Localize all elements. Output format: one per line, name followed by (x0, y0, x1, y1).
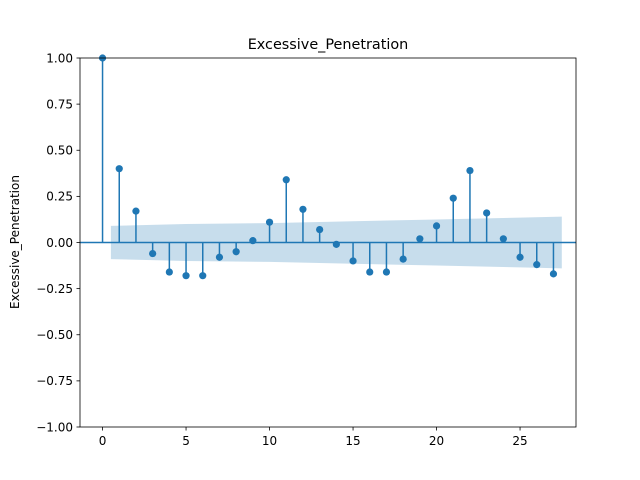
marker-lag-17 (382, 268, 391, 276)
y-axis-label: Excessive_Penetration (8, 175, 22, 309)
marker-lag-9 (249, 237, 257, 245)
marker-lag-8 (232, 248, 240, 256)
y-tick-label: 0.00 (46, 236, 73, 250)
marker-lag-23 (483, 209, 491, 217)
marker-lag-24 (499, 235, 507, 243)
x-tick-label: 25 (512, 434, 527, 448)
marker-lag-12 (299, 205, 307, 213)
marker-lag-6 (199, 272, 207, 280)
marker-lag-13 (316, 225, 324, 234)
markers-layer (98, 54, 558, 280)
marker-lag-7 (215, 253, 224, 261)
marker-lag-3 (149, 249, 157, 258)
marker-lag-2 (132, 207, 140, 215)
marker-lag-21 (449, 194, 457, 202)
marker-lag-1 (115, 165, 123, 173)
marker-lag-20 (432, 222, 441, 230)
x-tick-label: 5 (182, 434, 190, 448)
marker-lag-19 (416, 235, 424, 243)
marker-lag-10 (265, 218, 274, 226)
marker-lag-15 (349, 257, 357, 265)
y-tick-label: −1.00 (36, 420, 73, 434)
y-tick-label: 0.50 (46, 144, 73, 158)
marker-lag-11 (282, 176, 290, 184)
marker-lag-27 (549, 270, 558, 278)
y-tick-label: −0.75 (36, 374, 73, 388)
marker-lag-5 (182, 272, 190, 280)
y-ticks: −1.00 −0.75 −0.50 −0.25 0.00 0.25 0.50 0.75 1.00 (36, 51, 80, 434)
marker-lag-18 (399, 255, 407, 263)
y-tick-label: −0.50 (36, 328, 73, 342)
x-ticks: 0 5 10 15 20 25 (99, 427, 528, 448)
x-tick-label: 20 (429, 434, 444, 448)
chart-title: Excessive_Penetration (248, 37, 409, 53)
y-tick-label: 0.75 (46, 97, 73, 111)
marker-lag-16 (366, 268, 374, 276)
x-tick-label: 15 (345, 434, 360, 448)
marker-lag-14 (332, 240, 340, 248)
x-tick-label: 0 (99, 434, 107, 448)
marker-lag-26 (533, 261, 541, 269)
marker-lag-22 (466, 166, 474, 175)
y-tick-label: −0.25 (36, 282, 73, 296)
x-tick-label: 10 (262, 434, 277, 448)
y-tick-label: 0.25 (46, 190, 73, 204)
marker-lag-4 (165, 268, 173, 276)
y-tick-label: 1.00 (46, 51, 73, 65)
marker-lag-25 (516, 253, 524, 261)
